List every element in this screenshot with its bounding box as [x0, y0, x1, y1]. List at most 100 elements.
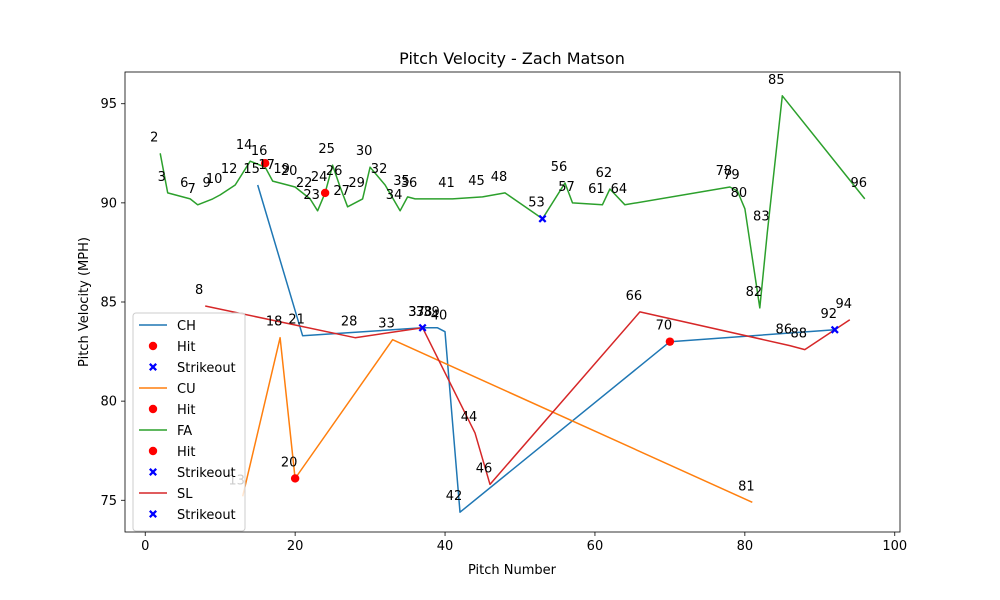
legend-strikeout-swatch: [149, 468, 157, 476]
y-axis-label: Pitch Velocity (MPH): [77, 237, 92, 367]
legend-label: Hit: [177, 403, 195, 418]
series-line-fa: [159, 95, 866, 309]
point-label: 28: [341, 315, 358, 330]
point-label: 20: [281, 164, 298, 179]
legend-strikeout-swatch: [149, 510, 157, 518]
chart-title: Pitch Velocity - Zach Matson: [399, 49, 625, 68]
strikeout-marker: [830, 325, 839, 334]
point-label: 34: [386, 188, 403, 203]
point-label: 16: [251, 144, 268, 159]
point-label: 56: [551, 160, 568, 175]
legend-label: Strikeout: [177, 508, 236, 523]
plot-area: 0 20 40 60 80 1007580859095152137383940427092…: [100, 71, 907, 554]
point-label: 9: [203, 176, 211, 191]
x-tick-label: 40: [437, 539, 454, 554]
point-label: 12: [221, 162, 238, 177]
legend-label: CH: [177, 319, 196, 334]
legend: CH Hit Strikeout CU Hit FA Hit Strikeout SL Strik…: [132, 312, 246, 532]
point-label: 46: [476, 461, 493, 476]
point-label: 57: [558, 180, 575, 195]
legend-strikeout-swatch: [149, 363, 157, 371]
point-label: 23: [303, 188, 320, 203]
point-label: 79: [723, 168, 740, 183]
legend-label: FA: [177, 424, 192, 439]
point-label: 14: [236, 138, 253, 153]
point-label: 10: [206, 172, 223, 187]
x-tick-label: 60: [587, 539, 604, 554]
point-label: 38: [416, 305, 433, 320]
point-label: 96: [850, 176, 867, 191]
point-label: 26: [326, 164, 343, 179]
point-label: 24: [311, 170, 328, 185]
point-label: 2: [150, 130, 158, 145]
point-label: 64: [611, 182, 628, 197]
plot-frame: [124, 71, 901, 533]
y-tick-label: 80: [100, 395, 117, 410]
legend-label: Strikeout: [177, 361, 236, 376]
point-label: 83: [753, 210, 770, 225]
series-line-ch: [256, 184, 835, 513]
legend-label: SL: [177, 487, 193, 502]
point-label: 25: [318, 142, 335, 157]
x-tick-label: 0: [141, 539, 149, 554]
hit-marker: [290, 474, 300, 483]
point-label: 81: [738, 479, 755, 494]
point-label: 20: [281, 455, 298, 470]
point-label: 39: [423, 305, 440, 320]
point-label: 70: [656, 319, 673, 334]
point-label: 61: [588, 182, 605, 197]
x-tick-label: 100: [882, 539, 907, 554]
hit-marker: [665, 337, 675, 346]
point-label: 94: [836, 297, 853, 312]
point-label: 86: [776, 323, 793, 338]
point-label: 40: [431, 309, 448, 324]
point-label: 53: [528, 196, 545, 211]
legend-label: CU: [177, 382, 196, 397]
point-label: 62: [596, 166, 613, 181]
point-label: 42: [446, 489, 463, 504]
x-tick-label: 20: [287, 539, 304, 554]
point-label: 36: [401, 176, 418, 191]
point-label: 45: [468, 174, 485, 189]
y-tick-label: 95: [100, 97, 117, 112]
point-label: 21: [288, 313, 305, 328]
point-label: 15: [243, 162, 260, 177]
point-label: 6: [180, 176, 188, 191]
point-label: 35: [393, 174, 410, 189]
legend-box: [132, 312, 246, 532]
point-label: 78: [716, 164, 733, 179]
point-label: 37: [408, 305, 425, 320]
strikeout-marker: [418, 323, 427, 332]
legend-label: Hit: [177, 445, 195, 460]
point-label: 29: [348, 176, 365, 191]
point-label: 7: [188, 182, 196, 197]
point-label: 85: [768, 73, 785, 88]
point-label: 80: [731, 186, 748, 201]
legend-label: Strikeout: [177, 466, 236, 481]
point-label: 44: [461, 410, 478, 425]
point-label: 8: [195, 283, 203, 298]
point-label: 19: [273, 162, 290, 177]
hit-marker: [320, 188, 330, 198]
point-label: 17: [258, 158, 275, 173]
x-tick-label: 80: [737, 539, 754, 554]
point-label: 30: [356, 144, 373, 159]
legend-hit-swatch: [148, 341, 158, 351]
point-label: 88: [791, 327, 808, 342]
point-label: 3: [158, 170, 166, 185]
legend-hit-swatch: [148, 404, 158, 414]
x-axis-label: Pitch Number: [468, 563, 557, 578]
point-label: 48: [491, 170, 508, 185]
point-label: 27: [333, 184, 350, 199]
point-label: 41: [438, 176, 455, 191]
legend-hit-swatch: [148, 446, 158, 456]
legend-label: Hit: [177, 340, 195, 355]
point-label: 66: [626, 289, 643, 304]
point-label: 37: [408, 305, 425, 320]
strikeout-marker: [538, 214, 547, 223]
point-label: 82: [746, 285, 763, 300]
point-label: 22: [296, 176, 313, 191]
y-tick-label: 75: [100, 494, 117, 509]
series-line-sl: [205, 305, 851, 486]
